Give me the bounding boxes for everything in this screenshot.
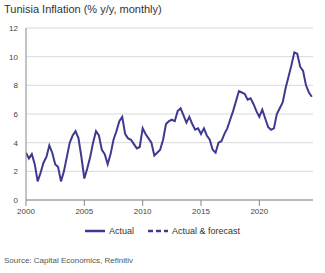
svg-text:2010: 2010 (134, 207, 152, 216)
svg-text:2: 2 (14, 167, 19, 176)
svg-text:2000: 2000 (17, 207, 35, 216)
svg-text:2015: 2015 (192, 207, 210, 216)
html-text:Source: Capital Economics, Ref: Source: Capital Economics, Refinitiv (4, 256, 133, 265)
svg-text:10: 10 (9, 53, 18, 62)
svg-text:6: 6 (14, 110, 19, 119)
svg-text:2005: 2005 (75, 207, 93, 216)
html-text:Tunisia Inflation (% y/y, mont: Tunisia Inflation (% y/y, monthly) (4, 3, 162, 15)
html-text:Actual & forecast: Actual & forecast (172, 226, 240, 236)
html-text:Actual: Actual (109, 226, 134, 236)
svg-text:0: 0 (14, 196, 19, 205)
svg-text:2020: 2020 (250, 207, 268, 216)
svg-text:8: 8 (14, 81, 19, 90)
svg-text:4: 4 (14, 139, 19, 148)
svg-text:12: 12 (9, 24, 18, 33)
